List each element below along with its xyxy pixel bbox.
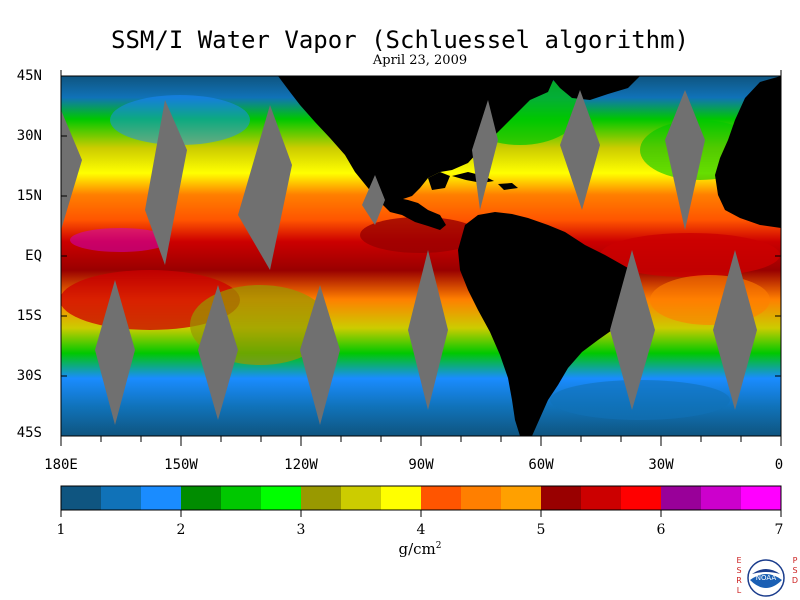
colorbar-swatch xyxy=(261,486,302,510)
africa-land xyxy=(715,76,781,228)
lat-label: 15N xyxy=(16,188,42,204)
dry-region xyxy=(110,95,250,145)
lat-label: 30S xyxy=(16,368,42,384)
colorbar-ticks xyxy=(60,510,782,517)
central-america-land xyxy=(378,198,446,230)
logo-center-text: NOAA xyxy=(756,574,777,582)
colorbar-swatch xyxy=(581,486,622,510)
colorbar-swatch xyxy=(541,486,582,510)
colorbar-swatch xyxy=(341,486,382,510)
lat-label: 45N xyxy=(16,68,42,84)
units-text: g/cm xyxy=(398,540,436,558)
lat-label: EQ xyxy=(25,248,42,264)
units-exponent: 2 xyxy=(435,541,442,551)
colorbar-swatch xyxy=(501,486,542,510)
lon-label: 90W xyxy=(408,457,434,473)
lon-ticks xyxy=(60,70,782,446)
colorbar-swatch xyxy=(381,486,422,510)
colorbar-label: 5 xyxy=(536,522,546,538)
lat-label: 45S xyxy=(16,425,42,441)
colorbar-swatch xyxy=(701,486,742,510)
logo-letter: R xyxy=(736,576,742,585)
logo-letter: L xyxy=(736,586,742,595)
logo-letter: S xyxy=(792,566,798,575)
colorbar-swatch xyxy=(301,486,342,510)
colorbar-swatch xyxy=(221,486,262,510)
lat-label: 15S xyxy=(16,308,42,324)
colorbar-label: 4 xyxy=(416,522,426,538)
colorbar-swatch xyxy=(661,486,702,510)
colorbar xyxy=(61,486,782,510)
dry-region xyxy=(550,380,730,420)
no-data-gaps xyxy=(61,90,757,425)
lat-label: 30N xyxy=(16,128,42,144)
colorbar-swatch xyxy=(421,486,462,510)
colorbar-label: 2 xyxy=(176,522,186,538)
colorbar-swatch xyxy=(621,486,662,510)
colorbar-swatch xyxy=(741,486,782,510)
moist-region xyxy=(360,217,480,253)
lon-label: 120W xyxy=(284,457,318,473)
colorbar-label: 3 xyxy=(296,522,306,538)
greenland-land xyxy=(550,76,640,100)
lat-ticks xyxy=(61,75,781,437)
yucatan-land xyxy=(428,172,450,190)
lon-label: 0 xyxy=(774,457,784,473)
colorbar-label: 1 xyxy=(56,522,66,538)
logo-letter: D xyxy=(791,576,799,585)
colorbar-swatch xyxy=(101,486,142,510)
colorbar-label: 7 xyxy=(774,522,784,538)
lon-label: 150W xyxy=(164,457,198,473)
lon-label: 180E xyxy=(44,457,78,473)
colorbar-swatch xyxy=(61,486,102,510)
moist-region xyxy=(70,228,170,252)
colorbar-swatch xyxy=(181,486,222,510)
map-title: SSM/I Water Vapor (Schluessel algorithm) xyxy=(111,26,689,54)
logo-letter: E xyxy=(736,556,742,565)
noaa-emblem: NOAA xyxy=(747,559,785,597)
colorbar-label: 6 xyxy=(656,522,666,538)
hispaniola-land xyxy=(498,183,518,190)
lon-label: 30W xyxy=(648,457,674,473)
colorbar-swatch xyxy=(461,486,502,510)
logo-letter: P xyxy=(792,556,798,565)
south-america-land xyxy=(458,212,640,436)
logo-letter: S xyxy=(736,566,742,575)
colorbar-swatch xyxy=(141,486,182,510)
colorbar-units: g/cm2 xyxy=(0,540,800,558)
map-date: April 23, 2009 xyxy=(372,53,468,68)
lon-label: 60W xyxy=(528,457,554,473)
